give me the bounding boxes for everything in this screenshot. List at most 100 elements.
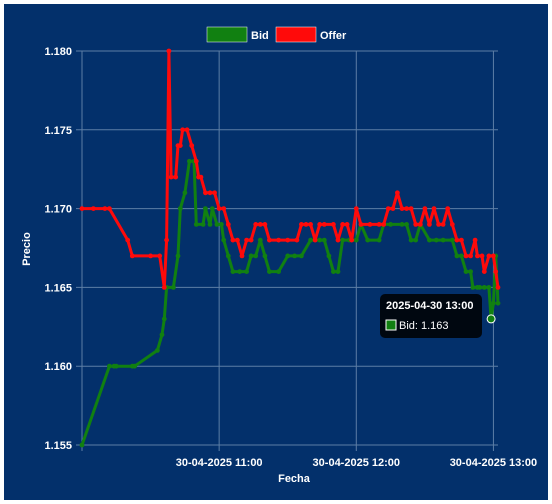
data-point-offer[interactable] bbox=[385, 206, 391, 212]
data-point-offer[interactable] bbox=[459, 237, 464, 243]
data-point-offer[interactable] bbox=[468, 253, 473, 259]
hovered-point[interactable] bbox=[486, 314, 496, 324]
data-point-offer[interactable] bbox=[390, 206, 396, 212]
data-point-bid[interactable] bbox=[365, 237, 371, 243]
legend-item-offer[interactable]: Offer bbox=[275, 26, 347, 43]
data-point-bid[interactable] bbox=[308, 237, 313, 243]
data-point-offer[interactable] bbox=[317, 222, 323, 227]
data-point-offer[interactable] bbox=[166, 48, 172, 54]
data-point-bid[interactable] bbox=[340, 237, 345, 243]
data-point-offer[interactable] bbox=[454, 237, 460, 243]
data-point-bid[interactable] bbox=[495, 300, 501, 306]
data-point-offer[interactable] bbox=[216, 206, 222, 212]
data-point-bid[interactable] bbox=[326, 253, 332, 259]
data-point-bid[interactable] bbox=[331, 269, 336, 274]
data-point-offer[interactable] bbox=[395, 190, 400, 196]
data-point-offer[interactable] bbox=[161, 285, 167, 290]
data-point-offer[interactable] bbox=[481, 269, 487, 274]
data-point-offer[interactable] bbox=[479, 253, 485, 259]
data-point-bid[interactable] bbox=[187, 158, 192, 164]
data-point-bid[interactable] bbox=[253, 253, 259, 259]
data-point-offer[interactable] bbox=[413, 222, 419, 227]
data-point-offer[interactable] bbox=[408, 206, 414, 212]
data-point-offer[interactable] bbox=[173, 174, 179, 180]
data-point-bid[interactable] bbox=[177, 206, 183, 212]
data-point-offer[interactable] bbox=[91, 206, 96, 212]
data-point-offer[interactable] bbox=[303, 222, 309, 227]
data-point-bid[interactable] bbox=[413, 237, 419, 243]
data-point-bid[interactable] bbox=[376, 237, 382, 243]
data-point-bid[interactable] bbox=[399, 222, 405, 227]
legend[interactable]: Bid Offer bbox=[206, 26, 347, 43]
data-point-bid[interactable] bbox=[486, 285, 492, 290]
data-point-offer[interactable] bbox=[79, 206, 85, 212]
data-point-offer[interactable] bbox=[335, 237, 341, 243]
data-point-bid[interactable] bbox=[404, 222, 409, 227]
data-point-bid[interactable] bbox=[193, 222, 199, 227]
data-point-offer[interactable] bbox=[203, 190, 208, 196]
data-point-offer[interactable] bbox=[463, 253, 469, 259]
data-point-bid[interactable] bbox=[113, 363, 119, 369]
data-point-bid[interactable] bbox=[276, 269, 281, 274]
data-point-offer[interactable] bbox=[449, 222, 455, 227]
data-point-offer[interactable] bbox=[367, 222, 373, 227]
data-point-offer[interactable] bbox=[376, 222, 382, 227]
data-point-offer[interactable] bbox=[107, 206, 112, 212]
data-point-offer[interactable] bbox=[404, 206, 409, 212]
data-point-bid[interactable] bbox=[353, 237, 359, 243]
data-point-bid[interactable] bbox=[203, 206, 208, 212]
data-point-bid[interactable] bbox=[214, 222, 220, 227]
data-point-bid[interactable] bbox=[244, 269, 250, 274]
data-point-bid[interactable] bbox=[79, 442, 85, 448]
data-point-bid[interactable] bbox=[230, 269, 236, 274]
data-point-bid[interactable] bbox=[470, 285, 476, 290]
data-point-bid[interactable] bbox=[317, 237, 323, 243]
data-point-bid[interactable] bbox=[481, 285, 487, 290]
data-point-offer[interactable] bbox=[230, 237, 236, 243]
data-point-bid[interactable] bbox=[427, 237, 432, 243]
data-point-offer[interactable] bbox=[253, 222, 259, 227]
data-point-bid[interactable] bbox=[132, 363, 138, 369]
data-point-offer[interactable] bbox=[125, 237, 131, 243]
data-point-offer[interactable] bbox=[177, 143, 183, 149]
data-point-offer[interactable] bbox=[495, 285, 501, 290]
data-point-bid[interactable] bbox=[463, 269, 469, 274]
data-point-offer[interactable] bbox=[180, 127, 186, 133]
data-point-offer[interactable] bbox=[399, 206, 405, 212]
data-point-offer[interactable] bbox=[331, 222, 336, 227]
data-point-offer[interactable] bbox=[221, 206, 227, 212]
data-point-offer[interactable] bbox=[445, 206, 451, 212]
data-point-offer[interactable] bbox=[262, 222, 268, 227]
data-point-offer[interactable] bbox=[475, 253, 480, 259]
data-point-offer[interactable] bbox=[189, 143, 195, 149]
data-point-bid[interactable] bbox=[321, 237, 327, 243]
data-point-bid[interactable] bbox=[155, 348, 160, 353]
data-point-bid[interactable] bbox=[237, 269, 243, 274]
data-point-offer[interactable] bbox=[257, 222, 263, 227]
data-point-bid[interactable] bbox=[159, 332, 165, 338]
data-point-offer[interactable] bbox=[472, 237, 478, 243]
data-point-offer[interactable] bbox=[193, 158, 199, 164]
data-point-offer[interactable] bbox=[349, 237, 355, 243]
data-point-offer[interactable] bbox=[312, 237, 318, 243]
data-point-offer[interactable] bbox=[157, 253, 163, 259]
data-point-offer[interactable] bbox=[129, 253, 135, 259]
data-point-offer[interactable] bbox=[168, 174, 174, 180]
data-point-offer[interactable] bbox=[184, 127, 190, 133]
data-point-bid[interactable] bbox=[433, 237, 439, 243]
data-point-bid[interactable] bbox=[454, 253, 460, 259]
data-point-bid[interactable] bbox=[267, 269, 272, 274]
data-point-bid[interactable] bbox=[107, 363, 112, 369]
data-point-bid[interactable] bbox=[335, 269, 341, 274]
data-point-bid[interactable] bbox=[182, 190, 188, 196]
data-point-offer[interactable] bbox=[381, 222, 387, 227]
data-point-offer[interactable] bbox=[244, 237, 250, 243]
data-point-bid[interactable] bbox=[285, 253, 291, 259]
data-point-offer[interactable] bbox=[491, 253, 496, 259]
data-point-offer[interactable] bbox=[276, 237, 281, 243]
data-point-bid[interactable] bbox=[257, 237, 263, 243]
data-point-bid[interactable] bbox=[219, 222, 224, 227]
data-point-offer[interactable] bbox=[207, 190, 213, 196]
data-point-offer[interactable] bbox=[225, 222, 231, 227]
data-point-bid[interactable] bbox=[292, 253, 297, 259]
